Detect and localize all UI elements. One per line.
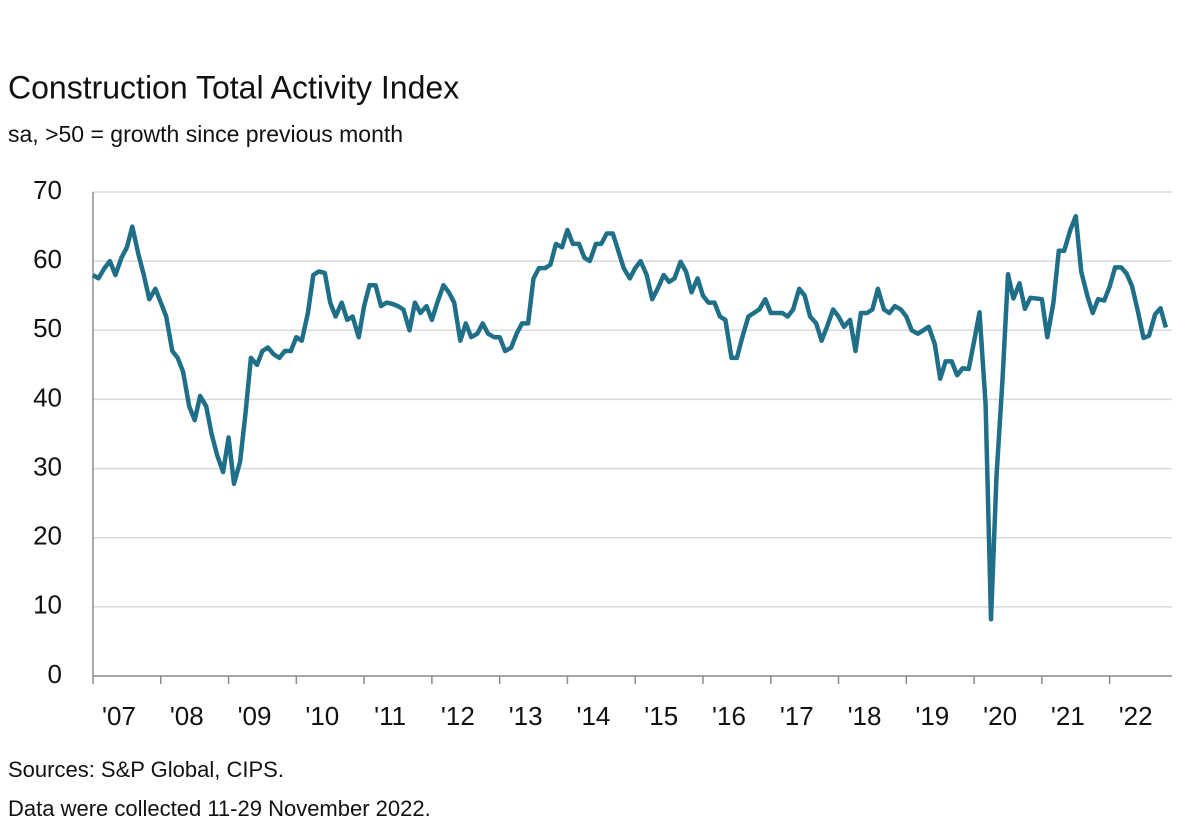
x-tick-label: '22 (1119, 701, 1153, 731)
note: Data were collected 11-29 November 2022. (8, 796, 431, 821)
x-tick-label: '14 (576, 701, 610, 731)
x-tick-label: '19 (915, 701, 949, 731)
data-line (91, 213, 1169, 622)
y-tick-label: 20 (33, 521, 62, 551)
x-tick-label: '13 (509, 701, 543, 731)
x-tick-label: '12 (441, 701, 475, 731)
chart-subtitle: sa, >50 = growth since previous month (8, 121, 403, 147)
x-tick-label: '09 (238, 701, 272, 731)
x-tick-label: '11 (374, 701, 406, 731)
x-tick-label: '18 (848, 701, 882, 731)
x-tick-label: '21 (1051, 701, 1085, 731)
y-tick-label: 60 (33, 244, 62, 274)
y-tick-label: 70 (33, 175, 62, 205)
x-tick-label: '07 (102, 701, 136, 731)
x-tick-label: '10 (305, 701, 339, 731)
y-tick-label: 40 (33, 382, 62, 412)
source: Sources: S&P Global, CIPS. (8, 757, 284, 782)
x-tick-label: '20 (983, 701, 1017, 731)
x-tick-label: '17 (780, 701, 814, 731)
chart-title: Construction Total Activity Index (8, 69, 459, 105)
y-tick-label: 50 (33, 313, 62, 343)
x-tick-label: '15 (644, 701, 678, 731)
x-tick-label: '16 (712, 701, 746, 731)
y-tick-label: 30 (33, 451, 62, 481)
x-tick-label: '08 (170, 701, 204, 731)
y-tick-label: 10 (33, 590, 62, 620)
y-tick-label: 0 (48, 659, 62, 689)
